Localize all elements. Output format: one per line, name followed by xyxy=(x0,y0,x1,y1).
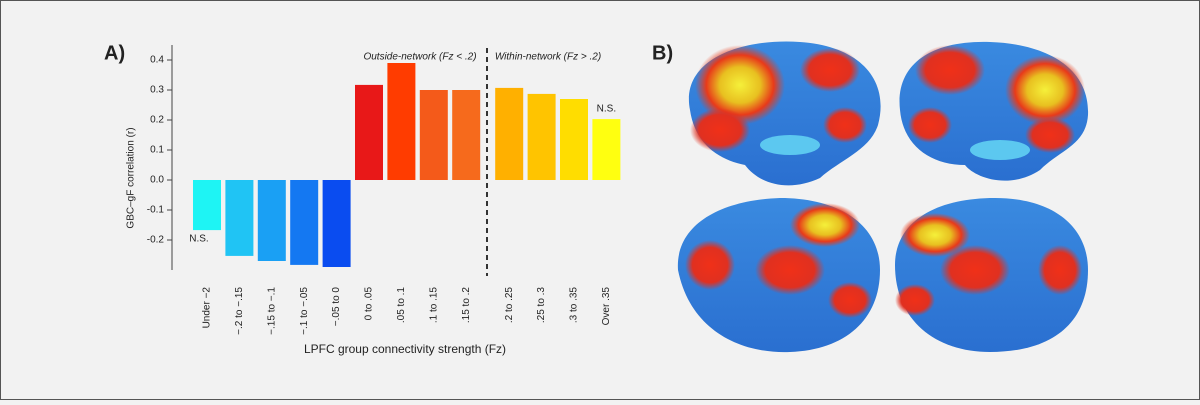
bar xyxy=(322,180,351,267)
x-tick-label: .1 to .15 xyxy=(428,287,439,324)
annotation: N.S. xyxy=(597,104,616,115)
y-tick-label: 0.0 xyxy=(150,175,164,186)
y-tick-label: 0.3 xyxy=(150,85,164,96)
brain-medial-left xyxy=(677,198,880,353)
brain-lateral-right xyxy=(899,41,1089,181)
y-tick-label: -0.2 xyxy=(147,235,165,246)
x-tick-label: −.2 to −.15 xyxy=(234,287,245,335)
y-tick-label: 0.2 xyxy=(150,115,164,126)
x-tick-label: Over .35 xyxy=(601,287,612,326)
annotation: Within-network (Fz > .2) xyxy=(495,52,601,63)
x-tick-label: −.15 to −.1 xyxy=(266,287,277,335)
x-tick-label: −.05 to 0 xyxy=(331,287,342,327)
y-tick-label: 0.1 xyxy=(150,145,164,156)
bar xyxy=(225,180,254,256)
y-tick-label: -0.1 xyxy=(147,205,165,216)
x-tick-label: .15 to .2 xyxy=(461,287,472,324)
x-axis-label: LPFC group connectivity strength (Fz) xyxy=(304,342,506,356)
bar xyxy=(560,99,588,180)
bar xyxy=(387,63,416,180)
x-tick-label: .25 to .3 xyxy=(536,287,547,324)
x-tick-label: .2 to .25 xyxy=(504,287,515,324)
annotation: N.S. xyxy=(189,234,208,245)
annotation: Outside-network (Fz < .2) xyxy=(363,52,476,63)
bar xyxy=(419,90,448,180)
bar xyxy=(527,93,556,180)
bar xyxy=(355,84,383,180)
bar xyxy=(257,180,286,261)
bar xyxy=(193,180,221,231)
x-tick-label: .05 to .1 xyxy=(396,287,407,324)
brain-images xyxy=(677,41,1089,353)
x-tick-label: 0 to .05 xyxy=(364,287,375,321)
bar xyxy=(452,90,481,180)
brain-lateral-left xyxy=(688,41,881,186)
panel-label: A) xyxy=(104,42,125,64)
x-tick-label: −.1 to −.05 xyxy=(299,287,310,335)
brain-medial-right xyxy=(895,198,1088,352)
x-tick-label: Under −2 xyxy=(202,287,213,329)
bar xyxy=(290,180,319,265)
x-tick-label: .3 to .35 xyxy=(569,287,580,324)
bar xyxy=(495,87,524,180)
bar xyxy=(592,119,621,180)
y-axis-label: GBC–gF correlation (r) xyxy=(126,127,137,228)
panel-label: B) xyxy=(652,42,673,64)
y-tick-label: 0.4 xyxy=(150,55,164,66)
